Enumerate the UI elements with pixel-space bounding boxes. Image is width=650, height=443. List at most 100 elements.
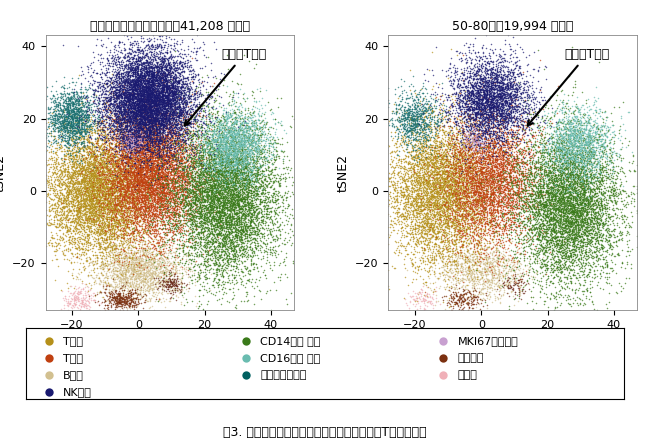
Point: [432, 137, 443, 144]
Point: [153, 72, 164, 79]
Point: [450, 190, 460, 198]
Point: [554, 100, 565, 107]
Point: [559, 264, 569, 271]
Point: [150, 100, 160, 107]
Point: [152, 129, 162, 136]
Point: [198, 306, 208, 313]
Point: [66, 127, 76, 134]
Point: [556, 192, 567, 199]
Point: [108, 82, 118, 89]
Point: [40, 210, 50, 217]
Point: [159, 105, 170, 112]
Point: [70, 194, 80, 201]
Point: [135, 103, 145, 110]
Point: [608, 134, 619, 141]
Point: [582, 160, 592, 167]
Point: [128, 94, 138, 101]
Point: [124, 150, 134, 157]
Point: [172, 177, 182, 184]
Point: [116, 169, 127, 176]
Point: [575, 233, 586, 240]
Point: [244, 177, 255, 184]
Point: [139, 155, 150, 162]
Point: [124, 157, 134, 164]
Point: [231, 151, 242, 158]
Point: [86, 139, 97, 146]
Point: [487, 168, 497, 175]
Point: [83, 211, 94, 218]
Point: [161, 162, 172, 169]
Point: [512, 95, 523, 102]
Point: [86, 190, 97, 197]
Point: [121, 61, 131, 68]
Point: [134, 171, 144, 178]
Point: [552, 253, 563, 260]
Point: [466, 188, 476, 195]
Point: [148, 120, 158, 127]
Point: [584, 249, 594, 256]
Point: [172, 189, 182, 196]
Point: [551, 192, 562, 199]
Point: [133, 157, 144, 164]
Point: [131, 102, 141, 109]
Point: [114, 109, 125, 116]
Point: [421, 204, 431, 211]
Point: [96, 156, 106, 163]
Point: [190, 94, 200, 101]
Point: [506, 197, 516, 204]
Point: [480, 148, 490, 155]
Point: [246, 236, 256, 243]
Point: [114, 206, 124, 213]
Point: [588, 227, 599, 234]
Point: [129, 129, 140, 136]
Point: [165, 124, 176, 132]
Point: [148, 256, 158, 263]
Point: [202, 135, 213, 142]
Point: [214, 245, 225, 252]
Point: [162, 122, 172, 129]
Point: [181, 125, 191, 132]
Point: [91, 175, 101, 182]
Point: [439, 170, 449, 177]
Point: [255, 178, 266, 185]
Point: [214, 203, 225, 210]
Point: [524, 215, 534, 222]
Point: [168, 78, 178, 85]
Point: [248, 218, 259, 225]
Point: [134, 179, 144, 187]
Point: [124, 72, 134, 79]
Point: [214, 156, 224, 163]
Point: [108, 265, 118, 272]
Point: [467, 211, 478, 218]
Point: [181, 194, 192, 202]
Point: [623, 109, 634, 116]
Point: [224, 168, 234, 175]
Point: [499, 228, 510, 235]
Point: [148, 71, 159, 78]
Point: [520, 198, 530, 206]
Point: [557, 254, 567, 261]
Point: [104, 167, 114, 174]
Point: [560, 259, 570, 266]
Point: [555, 192, 566, 199]
Point: [136, 54, 147, 61]
Point: [498, 75, 508, 82]
Point: [137, 121, 148, 128]
Point: [119, 96, 129, 103]
Point: [509, 139, 519, 146]
Point: [47, 187, 58, 194]
Point: [94, 280, 104, 287]
Point: [290, 196, 300, 203]
Point: [191, 118, 202, 125]
Point: [225, 190, 235, 198]
Point: [220, 220, 230, 227]
Point: [127, 195, 137, 202]
Point: [203, 225, 214, 232]
Point: [458, 51, 468, 58]
Point: [78, 99, 88, 106]
Point: [442, 297, 452, 304]
Point: [116, 109, 127, 117]
Point: [142, 163, 152, 170]
Point: [458, 186, 468, 193]
Point: [585, 178, 595, 185]
